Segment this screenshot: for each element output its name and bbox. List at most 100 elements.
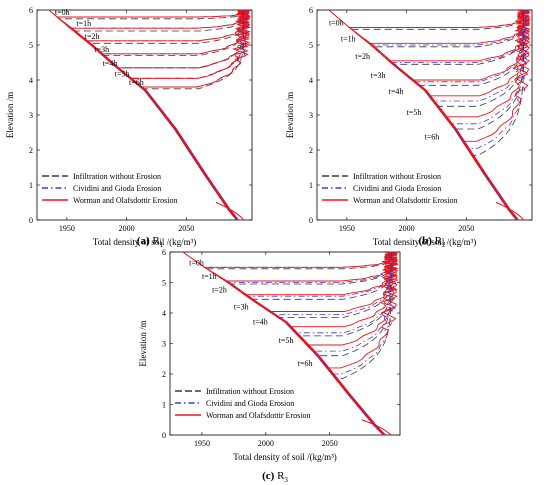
legend-label: Cividini and Gioda Erosion [353, 184, 441, 193]
series-line-cividini-t3h [272, 252, 395, 435]
x-tick-label: 2000 [258, 439, 274, 448]
caption-letter: (b) [418, 235, 432, 247]
panel-caption: (b) R2 [418, 235, 446, 249]
y-axis-label: Elevation /m [5, 92, 15, 138]
series-line-worman-t5h [128, 10, 251, 220]
curve-time-label: t=3h [234, 302, 249, 311]
y-axis-label: Elevation /m [285, 92, 295, 138]
curve-time-label: t=2h [212, 286, 227, 295]
x-tick-label: 2050 [322, 439, 338, 448]
series-tail [361, 419, 392, 435]
caption-name: R [150, 235, 161, 247]
series-line-worman-t4h [427, 10, 531, 220]
legend-label: Cividini and Gioda Erosion [73, 184, 161, 193]
curve-time-label: t=4h [389, 87, 404, 96]
series-line-infiltration-t2h [391, 10, 524, 220]
x-tick-label: 2000 [399, 224, 415, 233]
curve-time-label: t=0h [329, 19, 344, 28]
series-line-worman-t6h [138, 10, 251, 220]
x-tick-label: 2000 [119, 224, 135, 233]
curve-time-label: t=0h [55, 8, 70, 17]
panel-caption: (c) R3 [262, 470, 288, 484]
curve-time-label: t=5h [407, 108, 422, 117]
x-tick-label: 1950 [59, 224, 75, 233]
series-line-worman-t5h [305, 252, 398, 435]
y-tick-label: 0 [309, 216, 313, 225]
curve-time-label: t=0h [189, 258, 204, 267]
dry-profile-line [48, 10, 237, 220]
y-tick-label: 3 [162, 340, 166, 349]
curve-time-label: t=3h [94, 45, 109, 54]
curve-time-label: t=1h [76, 19, 91, 28]
series-line-infiltration-t4h [297, 252, 392, 435]
caption-name: R [274, 470, 285, 482]
caption-letter: (c) [262, 470, 275, 482]
legend-label: Infiltration without Erosion [353, 172, 441, 181]
curve-time-label: t=4h [103, 59, 118, 68]
series-line-worman-t3h [410, 10, 531, 220]
x-tick-label: 1950 [194, 439, 210, 448]
caption-subscript: 2 [442, 241, 446, 249]
y-tick-label: 5 [162, 279, 166, 288]
series-line-infiltration-t6h [334, 252, 392, 435]
legend-label: Infiltration without Erosion [73, 172, 161, 181]
curve-time-label: t=6h [298, 359, 313, 368]
series-line-infiltration-t6h [141, 10, 244, 220]
y-tick-label: 2 [309, 146, 313, 155]
y-tick-label: 2 [29, 146, 33, 155]
y-tick-label: 1 [162, 401, 166, 410]
y-tick-label: 5 [29, 41, 33, 50]
curve-time-label: t=2h [85, 32, 100, 41]
chart-panel-3: 0 1 2 3 4 5 6 1950 2000 2050 Total density of soil… [138, 248, 401, 484]
series-line-cividini-t6h [330, 252, 395, 435]
plot-area [48, 10, 252, 220]
curve-time-label: t=5h [115, 69, 130, 78]
series-line-cividini-t6h [466, 10, 528, 220]
y-tick-label: 6 [162, 248, 166, 257]
x-axis-label: Total density of soil /(kg/m³) [93, 237, 197, 247]
x-tick-label: 1950 [339, 224, 355, 233]
x-tick-label: 2050 [458, 224, 474, 233]
y-tick-label: 4 [162, 309, 166, 318]
y-tick-label: 4 [309, 76, 313, 85]
legend-label: Cividini and Gioda Erosion [206, 399, 294, 408]
y-tick-label: 3 [309, 111, 313, 120]
x-tick-label: 2050 [178, 224, 194, 233]
series-line-worman-t6h [325, 252, 399, 435]
curve-time-label: t=6h [425, 132, 440, 141]
y-tick-label: 1 [309, 181, 313, 190]
y-tick-label: 4 [29, 76, 33, 85]
series-line-worman-t6h [461, 10, 531, 220]
series-line-infiltration-t4h [435, 10, 524, 220]
series-line-infiltration-t3h [276, 252, 392, 435]
x-axis-label: Total density of soil /(kg/m³) [233, 452, 337, 462]
y-tick-label: 6 [29, 6, 33, 15]
chart-panel-2: 0 1 2 3 4 5 6 1950 2000 2050 Total density of soil… [285, 6, 533, 249]
series-line-worman-t5h [443, 10, 530, 220]
legend-label: Worman and Olafsdottir Erosion [73, 196, 177, 205]
caption-subscript: 3 [284, 476, 288, 484]
legend-label: Worman and Olafsdottir Erosion [206, 411, 310, 420]
curve-time-label: t=5h [279, 336, 294, 345]
legend-label: Worman and Olafsdottir Erosion [353, 196, 457, 205]
curve-time-label: t=6h [129, 78, 144, 87]
curve-time-label: t=3h [371, 71, 386, 80]
caption-name: R [432, 235, 443, 247]
series-tail [216, 202, 244, 220]
caption-subscript: 1 [160, 241, 164, 249]
series-line-worman-t1h [68, 10, 250, 220]
series-tail [496, 202, 524, 220]
series-line-worman-t3h [267, 252, 399, 435]
series-line-worman-t1h [368, 10, 531, 220]
y-tick-label: 5 [309, 41, 313, 50]
curve-time-label: t=1h [341, 34, 356, 43]
y-tick-label: 6 [309, 6, 313, 15]
panel-caption: (a) R1 [137, 235, 164, 249]
dry-profile-line [328, 10, 517, 220]
series-line-worman-t4h [288, 252, 399, 435]
y-tick-label: 0 [162, 431, 166, 440]
curve-time-label: t=1h [202, 272, 217, 281]
series-line-worman-t1h [225, 252, 399, 435]
caption-letter: (a) [137, 235, 150, 247]
